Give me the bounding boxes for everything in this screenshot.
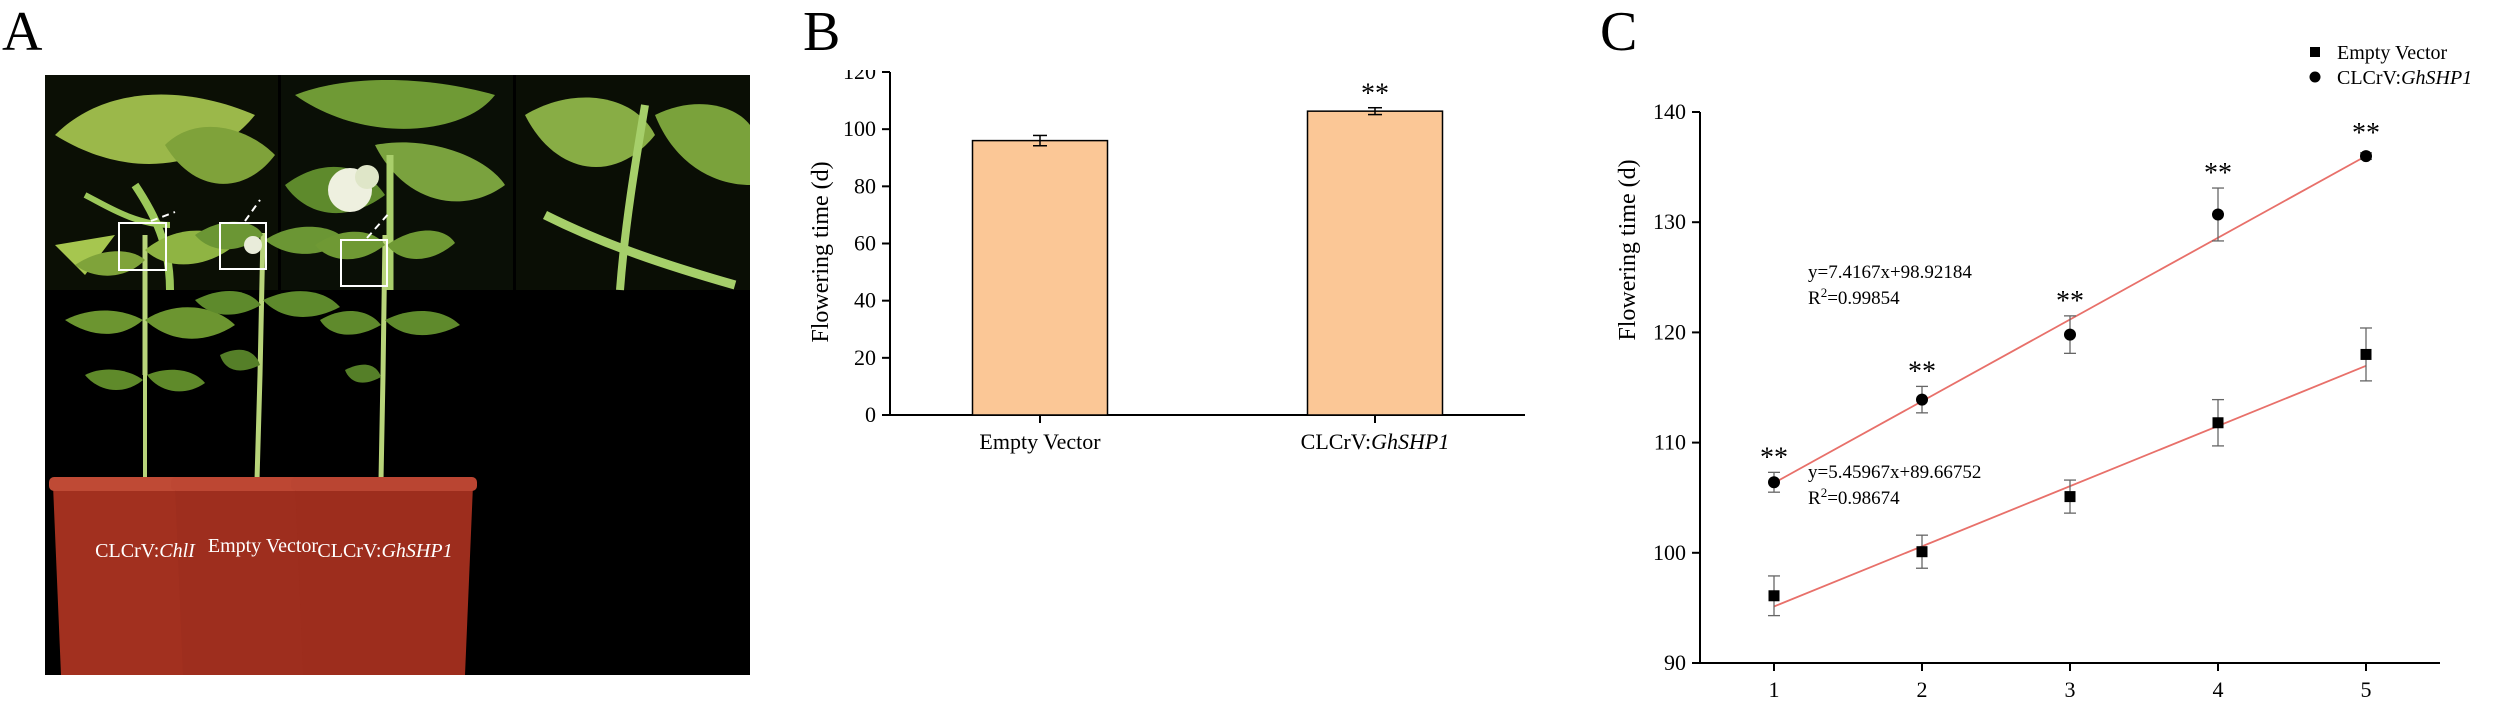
legend-label: CLCrV:GhSHP1 [2337,67,2472,89]
b-y-tick-label: 100 [843,116,876,141]
c-y-tick-label: 90 [1664,650,1686,675]
plant-ghshp1 [315,211,460,481]
point-significance: ** [2056,286,2084,317]
c-y-tick-label: 130 [1653,209,1686,234]
point-significance: ** [1760,442,1788,473]
point-significance: ** [2352,118,2380,149]
c-x-tick-label: 1 [1769,677,1780,702]
c-y-axis-label: Flowering time (d) [1615,159,1641,340]
b-y-tick-label: 120 [843,70,876,84]
bar [1306,110,1444,416]
data-point-square [2212,417,2224,429]
pot-label-empty-vector: Empty Vector [208,535,319,557]
panel-a-letter: A [2,1,43,63]
data-point-square [2064,491,2076,503]
plant-photo: CLCrV:ChlI Empty Vector CLCrV:GhSHP1 [45,75,750,675]
data-point-circle [2064,328,2076,341]
fit-r2-empty-vector: R2=0.98674 [1808,485,1900,510]
c-y-tick-label: 100 [1653,540,1686,565]
data-point-square [2360,348,2372,360]
data-point-circle [2360,150,2372,163]
zoom-box-empty-vector [219,222,267,270]
b-x-tick-label: Empty Vector [979,429,1101,454]
b-x-tick-label: CLCrV:GhSHP1 [1301,429,1450,454]
b-y-tick-label: 40 [854,288,876,313]
inset-chli [45,75,278,291]
bar-significance: ** [1361,79,1389,110]
b-y-tick-label: 60 [854,231,876,256]
legend: Empty Vector CLCrV:GhSHP1 [2309,42,2472,89]
c-x-tick-label: 2 [1917,677,1928,702]
c-x-tick-label: 5 [2361,677,2372,702]
zoom-box-ghshp1 [340,239,388,287]
c-x-tick-label: 3 [2065,677,2076,702]
inset-ghshp1 [516,75,750,291]
legend-marker-circle [2309,71,2321,83]
point-significance: ** [1908,356,1936,387]
fit-equation-empty-vector: y=5.45967x+89.66752 [1808,462,1981,483]
b-y-tick-label: 80 [854,173,876,198]
bar [971,139,1109,416]
legend-label: Empty Vector [2337,42,2448,64]
data-point-circle [1916,393,1928,406]
pots [49,477,477,675]
legend-marker-square [2310,47,2320,57]
pot-label-chli: CLCrV:ChlI [95,540,196,562]
scatter-chart: 90 100 110 120 130 140 1 2 3 4 5 ** ** ** ** ** Empty … [1615,42,2472,702]
pot-ghshp1 [295,485,473,675]
point-significance: ** [2204,158,2232,189]
b-y-tick-label: 0 [865,402,876,427]
fit-equation-ghshp1: y=7.4167x+98.92184 [1808,262,1972,283]
b-y-axis-label: Flowering time (d) [808,161,834,342]
panel-c-letter: C [1600,1,1638,63]
c-y-tick-label: 140 [1653,99,1686,124]
data-point-circle [2212,208,2224,221]
data-point-square [1768,590,1780,602]
pot-label-ghshp1: CLCrV:GhSHP1 [317,540,452,562]
data-point-circle [1768,476,1780,489]
panel-b-letter: B [803,1,841,63]
c-y-tick-label: 120 [1653,319,1686,344]
c-y-tick-label: 110 [1654,430,1686,455]
b-y-tick-label: 20 [854,345,876,370]
c-x-tick-label: 4 [2213,677,2224,702]
plant-chli [65,211,235,480]
inset-empty-vector [281,75,513,290]
fit-r2-ghshp1: R2=0.99854 [1808,285,1900,310]
zoom-box-chli [118,222,167,271]
data-point-square [1916,546,1928,558]
